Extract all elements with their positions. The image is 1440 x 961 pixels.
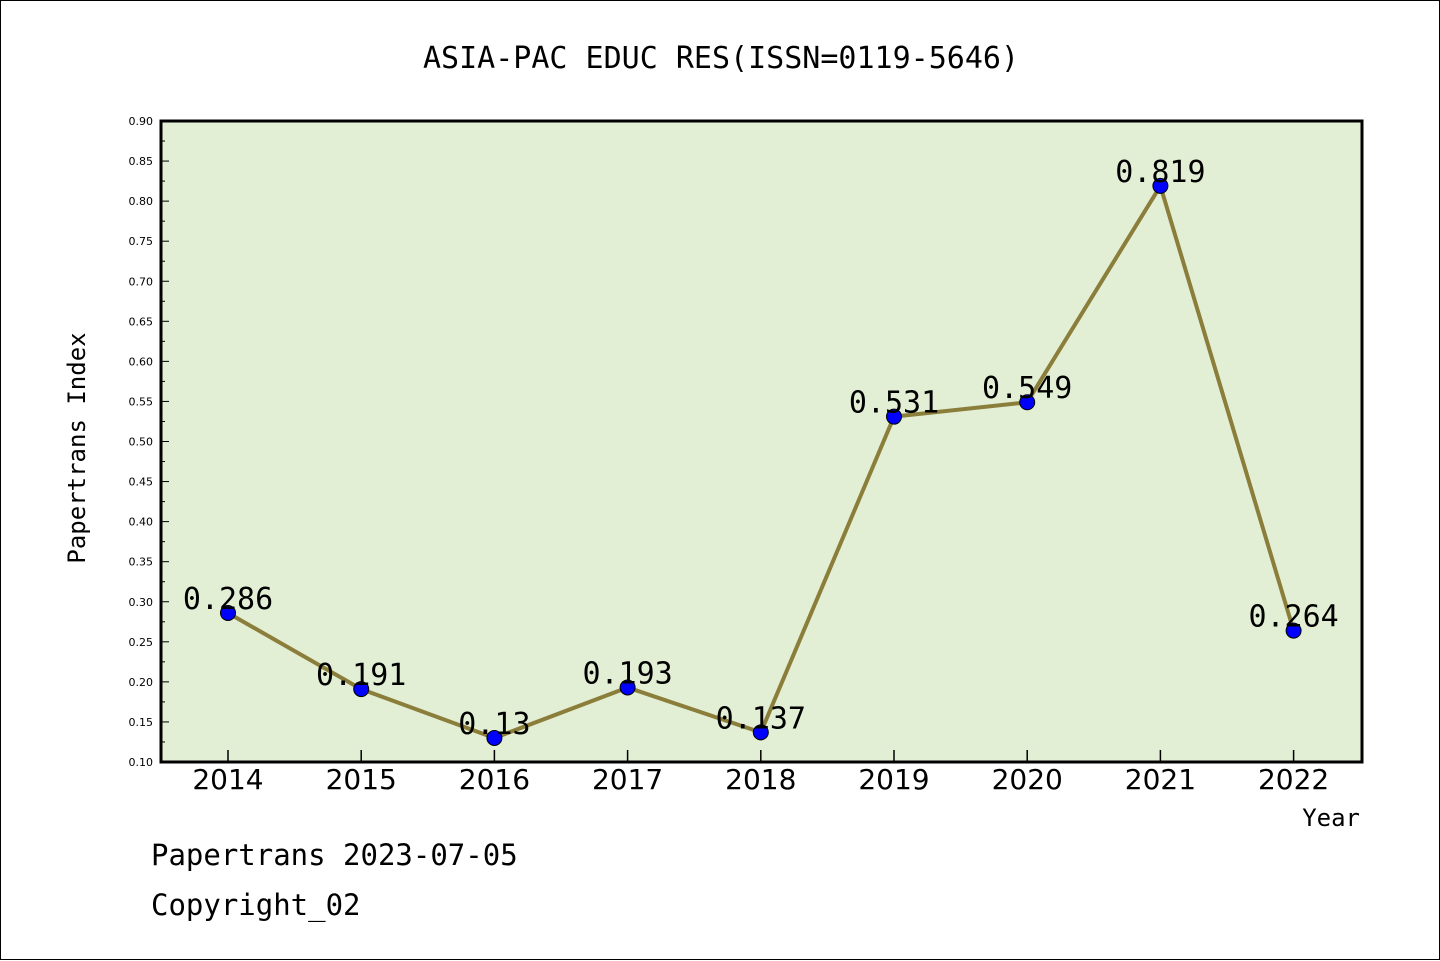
x-tick-label: 2021 xyxy=(1125,763,1196,796)
data-label: 0.137 xyxy=(716,701,806,736)
y-tick-label: 0.15 xyxy=(129,716,154,729)
y-tick-label: 0.40 xyxy=(129,516,154,529)
x-tick-label: 2018 xyxy=(725,763,796,796)
data-label: 0.13 xyxy=(458,707,530,742)
y-tick-label: 0.75 xyxy=(129,235,154,248)
y-tick-label: 0.90 xyxy=(129,115,154,128)
data-point xyxy=(486,729,503,746)
x-tick-label: 2022 xyxy=(1258,763,1329,796)
x-tick-label: 2019 xyxy=(858,763,929,796)
data-labels: 0.286 0.191 0.13 0.193 0.137 0.531 0.549 0.819 0… xyxy=(183,155,1339,742)
x-tick-label: 2020 xyxy=(992,763,1063,796)
data-point xyxy=(752,724,769,741)
y-tick-label: 0.55 xyxy=(129,395,154,408)
y-tick-label: 0.70 xyxy=(129,275,154,288)
x-tick-label: 2016 xyxy=(459,763,530,796)
y-tick-label: 0.80 xyxy=(129,195,154,208)
plot-area xyxy=(161,121,1362,762)
data-point xyxy=(353,681,370,698)
x-tick-label: 2017 xyxy=(592,763,663,796)
data-point xyxy=(220,604,236,621)
data-label: 0.531 xyxy=(849,386,939,421)
y-tick-label: 0.35 xyxy=(129,556,154,569)
data-label: 0.193 xyxy=(582,656,672,691)
data-label: 0.191 xyxy=(316,658,406,693)
x-tick-label: 2014 xyxy=(192,763,263,796)
y-tick-label: 0.50 xyxy=(129,436,154,449)
data-point xyxy=(619,679,636,696)
data-label: 0.549 xyxy=(982,371,1072,406)
data-label: 0.819 xyxy=(1115,155,1205,190)
data-label: 0.286 xyxy=(183,582,273,617)
y-tick-label: 0.85 xyxy=(129,155,154,168)
footer-date: Papertrans 2023-07-05 xyxy=(151,838,518,872)
y-tick-label: 0.45 xyxy=(129,476,154,489)
data-point xyxy=(1285,622,1302,639)
x-axis-label: Year xyxy=(1302,804,1360,832)
y-tick-label: 0.20 xyxy=(129,676,154,689)
data-point xyxy=(1152,177,1169,194)
series-group xyxy=(220,177,1302,746)
data-label: 0.264 xyxy=(1248,600,1338,635)
y-tick-label: 0.60 xyxy=(129,355,154,368)
y-axis-label: Papertrans Index xyxy=(63,332,91,563)
y-tick-label: 0.65 xyxy=(129,315,154,328)
y-axis: 0.10 0.15 0.20 0.25 0.30 0.35 0.40 0.45 0.50 0.55… xyxy=(129,115,169,769)
data-point xyxy=(1019,394,1036,411)
footer-copyright: Copyright_02 xyxy=(151,888,361,923)
plot-border xyxy=(159,119,1364,764)
y-tick-label: 0.25 xyxy=(129,636,154,649)
x-tick-label: 2015 xyxy=(326,763,397,796)
y-tick-label: 0.30 xyxy=(129,596,154,609)
chart-title: ASIA-PAC EDUC RES(ISSN=0119-5646) xyxy=(423,41,1019,76)
x-axis: 2014 2015 2016 2017 2018 2019 2020 2021 2022 xyxy=(192,750,1329,796)
data-point xyxy=(886,408,902,425)
y-tick-label: 0.10 xyxy=(129,756,154,769)
